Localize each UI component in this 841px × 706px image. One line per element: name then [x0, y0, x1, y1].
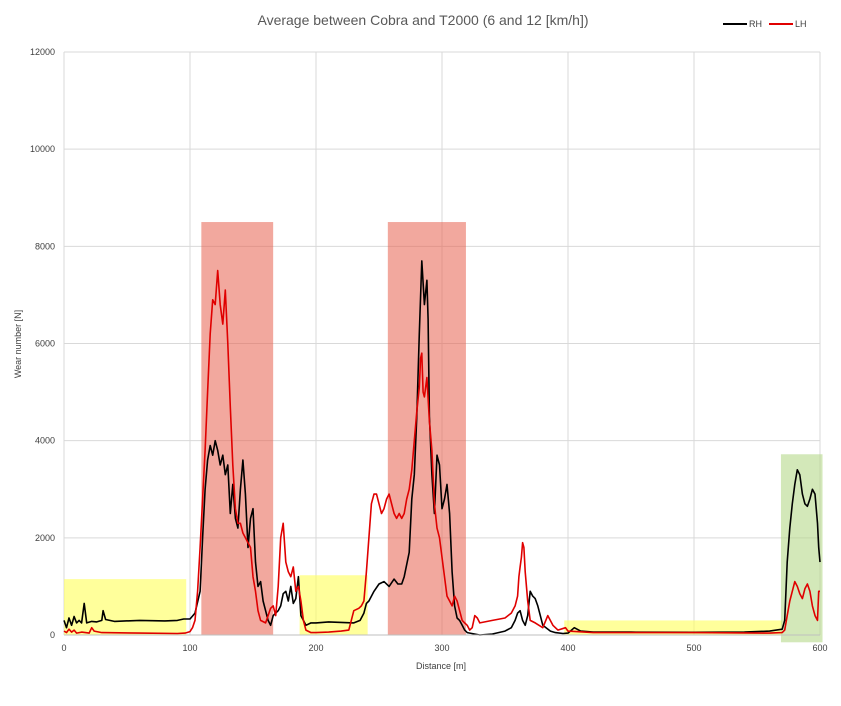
axes: 0 100 200 300 400 500 600020004000600080001000… — [30, 47, 828, 653]
x-tick-label: 500 — [686, 643, 701, 653]
x-tick-label: 100 — [182, 643, 197, 653]
y-tick-label: 12000 — [30, 47, 55, 57]
y-tick-label: 8000 — [35, 241, 55, 251]
legend: RH LH — [723, 19, 807, 29]
y-tick-label: 0 — [50, 630, 55, 640]
highlight-region — [201, 222, 274, 635]
x-tick-label: 0 — [61, 643, 66, 653]
highlight-region — [299, 575, 368, 635]
legend-label-rh: RH — [749, 19, 762, 29]
y-tick-label: 4000 — [35, 436, 55, 446]
x-tick-label: 400 — [560, 643, 575, 653]
highlight-region — [64, 579, 187, 635]
y-tick-label: 6000 — [35, 339, 55, 349]
series-line-rh — [63, 260, 821, 636]
series-lines — [63, 260, 821, 636]
series-line-lh — [63, 269, 820, 635]
y-tick-label: 2000 — [35, 533, 55, 543]
chart-title: Average between Cobra and T2000 (6 and 1… — [257, 12, 588, 28]
x-tick-label: 300 — [434, 643, 449, 653]
y-axis-label: Wear number [N] — [13, 310, 23, 378]
y-tick-label: 10000 — [30, 144, 55, 154]
x-axis-label: Distance [m] — [416, 661, 466, 671]
legend-label-lh: LH — [795, 19, 807, 29]
highlight-regions — [64, 222, 823, 643]
x-tick-label: 600 — [812, 643, 827, 653]
x-tick-label: 200 — [308, 643, 323, 653]
